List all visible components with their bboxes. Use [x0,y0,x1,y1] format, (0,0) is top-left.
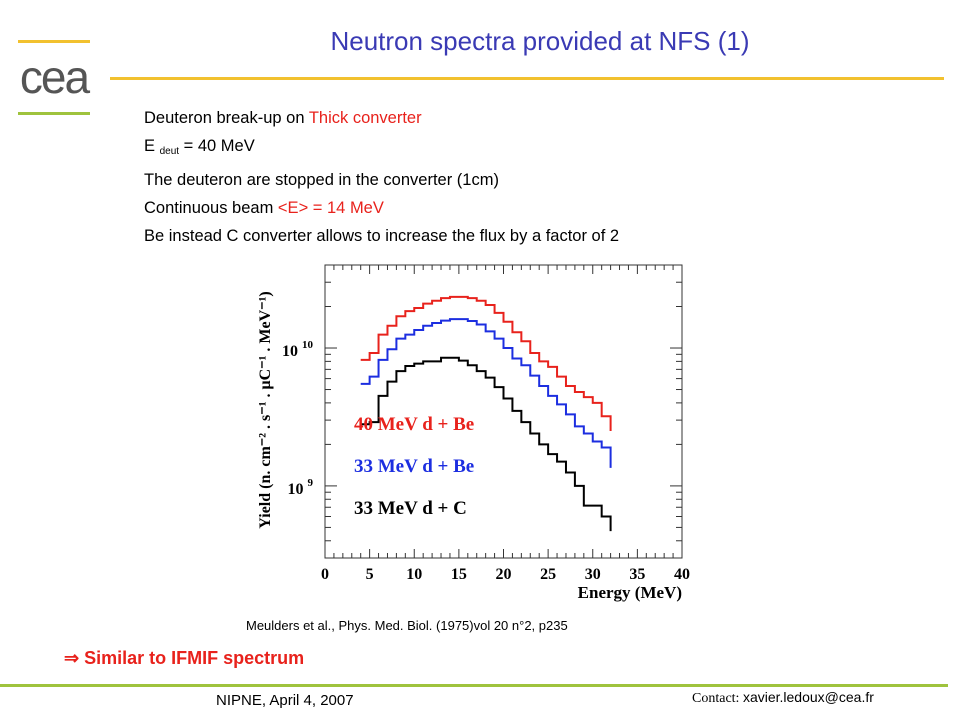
y-axis-label: Yield (n. cm⁻² . s⁻¹ . μC⁻¹ . MeV⁻¹) [257,291,274,528]
x-axis: 0 5 10 15 20 25 30 35 40 [321,265,690,583]
bullet-list: Deuteron break-up on Thick converter E d… [144,104,619,250]
legend-entry: 33 MeV d + Be [354,456,474,477]
bullet-text: E [144,137,160,155]
thick-converter-highlight: Thick converter [308,109,422,127]
bullet-energy: E deut = 40 MeV [144,132,619,166]
x-tick-label: 35 [629,566,645,583]
deut-subscript: deut [159,146,180,157]
series-lines [360,295,612,532]
legend: 40 MeV d + Be 33 MeV d + Be 33 MeV d + C [354,414,474,519]
bullet-text: = 40 MeV [179,137,255,155]
cea-logo: cea [18,40,92,115]
bullet-text: Continuous beam [144,199,278,217]
bullet-stopped: The deuteron are stopped in the converte… [144,171,499,189]
citation: Meulders et al., Phys. Med. Biol. (1975)… [246,618,568,633]
bullet-flux: Be instead C converter allows to increas… [144,227,620,245]
x-tick-label: 10 [406,566,422,583]
x-axis-label: Energy (MeV) [578,583,682,602]
x-tick-label: 40 [674,566,690,583]
footer-contact: Contact: xavier.ledoux@cea.fr [692,689,874,707]
x-tick-label: 0 [321,566,329,583]
bullet-converter: Deuteron break-up on Thick converter [144,104,619,132]
x-tick-label: 30 [585,566,601,583]
x-tick-label: 25 [540,566,556,583]
cea-logo-text: cea [20,51,91,103]
y-tick-label: 10 9 [288,477,314,498]
legend-entry: 33 MeV d + C [354,498,467,519]
mean-energy-highlight: <E> = 14 MeV [277,199,384,217]
contact-email: xavier.ledoux@cea.fr [742,689,874,705]
contact-label: Contact: [692,691,743,706]
y-tick-label: 10 10 [282,339,314,360]
footer-rule [0,684,948,687]
bullet-text: Deuteron break-up on [144,109,309,127]
x-tick-label: 5 [366,566,374,583]
y-axis: 10 9 10 10 [282,264,682,559]
bullet-beam: Continuous beam <E> = 14 MeV [144,194,619,222]
conclusion: ⇒ Similar to IFMIF spectrum [64,648,305,668]
footer-date: NIPNE, April 4, 2007 [216,692,354,709]
x-tick-label: 15 [451,566,467,583]
legend-entry: 40 MeV d + Be [354,414,474,435]
title-rule [110,77,944,80]
neutron-spectrum-chart: 0 5 10 15 20 25 30 35 40 10 9 10 10 40 MeV d + Be… [257,264,690,602]
page-title: Neutron spectra provided at NFS (1) [330,26,750,56]
y-tick-exponent: 10 [302,339,314,351]
series-line [360,318,612,468]
series-line [360,356,612,532]
x-tick-label: 20 [496,566,512,583]
y-tick-exponent: 9 [308,477,314,489]
series-line [360,295,612,432]
